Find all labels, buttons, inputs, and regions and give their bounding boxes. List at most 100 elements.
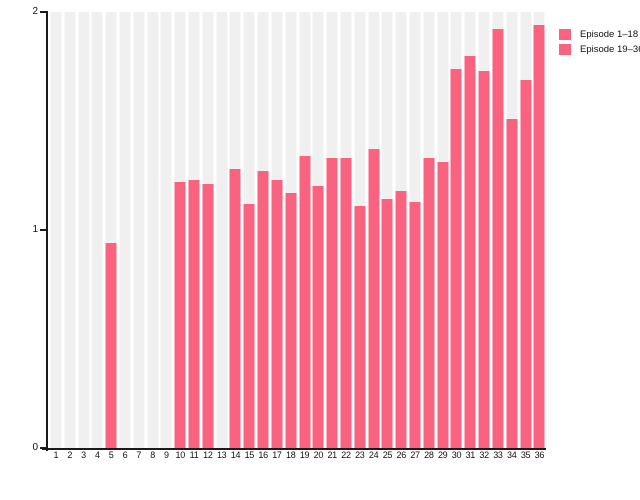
x-axis: 1 2 3 4 5 6 7 8 9 10 11 12 13 14 15 16 17 18 19 20 21 22 23 24 2… xyxy=(49,451,546,460)
x-tick-label: 25 xyxy=(382,450,393,460)
bar-column xyxy=(49,12,63,448)
x-tick-label: 18 xyxy=(286,450,296,460)
bar xyxy=(174,182,186,448)
bar-column xyxy=(77,12,91,448)
x-tick-label: 8 xyxy=(150,450,155,460)
column-track xyxy=(78,12,90,448)
bar-column xyxy=(132,12,146,448)
bar-column xyxy=(339,12,353,448)
bar-column xyxy=(367,12,381,448)
bar-column xyxy=(118,12,132,448)
bar xyxy=(464,55,476,448)
x-tick-label: 15 xyxy=(244,450,255,460)
bar-column xyxy=(450,12,464,448)
column-track xyxy=(133,12,145,448)
bar-column xyxy=(311,12,325,448)
bar-column xyxy=(408,12,422,448)
bar xyxy=(257,171,269,448)
legend: Episode 1–18 Episode 19–36 xyxy=(559,29,640,55)
bar xyxy=(354,206,366,448)
x-tick-label: 28 xyxy=(424,450,434,460)
x-tick-label: 1 xyxy=(53,450,59,460)
bar-column xyxy=(477,12,491,448)
bar xyxy=(105,243,117,448)
y-axis-line xyxy=(46,11,48,451)
x-tick-label: 31 xyxy=(465,450,476,460)
bar-column xyxy=(394,12,408,448)
bar-column xyxy=(187,12,201,448)
y-tick-label: 1 xyxy=(32,224,38,235)
bar xyxy=(243,203,255,448)
x-tick-label: 17 xyxy=(272,450,282,460)
bar-column xyxy=(242,12,256,448)
bar xyxy=(533,25,545,448)
legend-swatch-icon xyxy=(559,44,571,55)
bar xyxy=(520,79,532,448)
bar-column xyxy=(325,12,339,448)
bar xyxy=(202,184,214,448)
bar-column xyxy=(298,12,312,448)
y-tick-mark xyxy=(40,447,46,449)
x-axis-line xyxy=(42,448,546,450)
x-tick-label: 30 xyxy=(451,450,462,460)
bar xyxy=(312,186,324,448)
bar-column xyxy=(505,12,519,448)
x-tick-label: 2 xyxy=(67,450,73,460)
x-tick-label: 35 xyxy=(520,450,531,460)
bar-column xyxy=(229,12,243,448)
x-tick-label: 16 xyxy=(258,450,268,460)
column-track xyxy=(147,12,159,448)
bar xyxy=(381,199,393,448)
column-track xyxy=(160,12,172,448)
legend-item[interactable]: Episode 1–18 xyxy=(559,29,640,40)
y-tick-mark xyxy=(40,11,46,13)
x-tick-label: 36 xyxy=(534,450,545,460)
column-track xyxy=(119,12,131,448)
x-tick-label: 12 xyxy=(203,450,213,460)
bar-column xyxy=(256,12,270,448)
bar xyxy=(368,149,380,448)
y-tick-label: 2 xyxy=(32,6,38,17)
y-tick-label: 0 xyxy=(32,442,38,453)
x-tick-label: 22 xyxy=(341,450,351,460)
bar xyxy=(437,162,449,448)
x-tick-label: 13 xyxy=(216,450,227,460)
bar xyxy=(492,29,504,448)
legend-item[interactable]: Episode 19–36 xyxy=(559,44,640,55)
x-tick-label: 7 xyxy=(136,450,142,460)
bar-column xyxy=(201,12,215,448)
x-tick-label: 9 xyxy=(164,450,169,460)
bar-column xyxy=(90,12,104,448)
x-tick-label: 34 xyxy=(507,450,517,460)
x-tick-label: 6 xyxy=(122,450,128,460)
x-tick-label: 27 xyxy=(410,450,420,460)
bar xyxy=(506,118,518,448)
bar xyxy=(409,201,421,448)
bar xyxy=(299,155,311,448)
bar-column xyxy=(353,12,367,448)
x-tick-label: 4 xyxy=(94,450,100,460)
bar xyxy=(271,179,283,448)
x-tick-label: 20 xyxy=(313,450,324,460)
plot-area xyxy=(49,12,546,448)
x-tick-label: 21 xyxy=(327,450,337,460)
bar xyxy=(450,68,462,448)
bar xyxy=(229,168,241,448)
column-track xyxy=(216,12,228,448)
bar-column xyxy=(215,12,229,448)
legend-label: Episode 1–18 xyxy=(580,28,639,40)
bar-column xyxy=(463,12,477,448)
bar-column xyxy=(491,12,505,448)
x-tick-label: 24 xyxy=(368,450,379,460)
bar-column xyxy=(284,12,298,448)
x-tick-label: 3 xyxy=(81,450,86,460)
x-tick-label: 14 xyxy=(230,450,241,460)
column-track xyxy=(64,12,76,448)
bar xyxy=(478,70,490,448)
bar xyxy=(340,158,352,448)
x-tick-label: 33 xyxy=(493,450,503,460)
bar-column xyxy=(422,12,436,448)
bar-column xyxy=(63,12,77,448)
bar-column xyxy=(104,12,118,448)
